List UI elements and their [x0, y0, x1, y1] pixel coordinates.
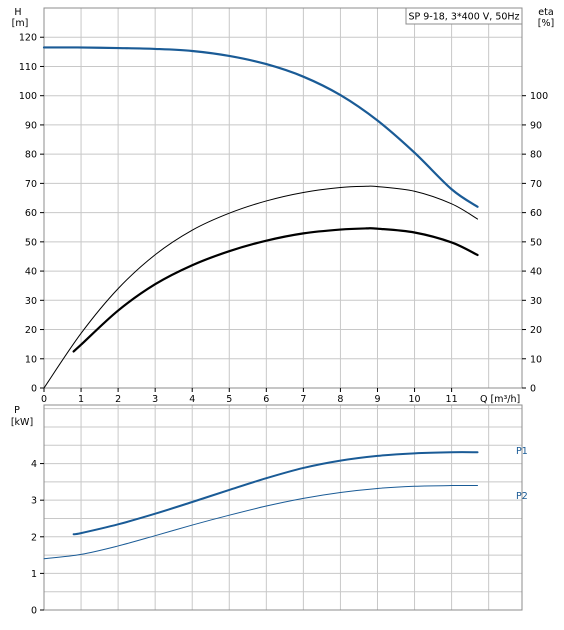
- head-chart-y-ticks-right: 0 10 20 30 40 50 60 70 80 90 100: [522, 91, 548, 395]
- x-tick-label: 9: [374, 394, 380, 405]
- power-axis-unit: [kW]: [11, 417, 33, 428]
- x-tick-label: 1: [78, 394, 84, 405]
- y-tick-label: 60: [25, 208, 37, 219]
- head-axis-unit: [m]: [12, 18, 29, 29]
- head-efficiency-chart: 0 1 2 3 4 5 6 7 8 9 10 11 0102030405060708090100110…: [12, 7, 555, 405]
- y-tick-label: 120: [19, 33, 37, 44]
- y-tick-label: 0: [31, 384, 37, 395]
- y-tick-label: 40: [25, 267, 37, 278]
- y-tick-label: 20: [25, 325, 37, 336]
- eta-tick-label: 90: [530, 120, 542, 131]
- eta-tick-label: 80: [530, 150, 542, 161]
- head-chart-frame: [43, 7, 523, 389]
- x-tick-label: 11: [446, 394, 458, 405]
- eta-tick-label: 50: [530, 237, 542, 248]
- eta-tick-label: 0: [530, 384, 536, 395]
- y-tick-label: 70: [25, 179, 37, 190]
- eta-axis-label: eta: [538, 7, 553, 18]
- eta-axis-unit: [%]: [538, 18, 554, 29]
- power-chart-grid: [44, 405, 522, 610]
- x-tick-label: 8: [337, 394, 343, 405]
- eta-tick-label: 70: [530, 179, 542, 190]
- x-tick-label: 4: [189, 394, 195, 405]
- power-chart-series: [43, 451, 479, 560]
- power-axis-label: P: [14, 405, 20, 416]
- y-tick-label: 80: [25, 150, 37, 161]
- curve-p2: [43, 484, 479, 560]
- x-tick-label: 6: [263, 394, 269, 405]
- eta-tick-label: 30: [530, 296, 542, 307]
- head-axis-label: H: [14, 7, 21, 18]
- y-tick-label: 90: [25, 120, 37, 131]
- eta-tick-label: 10: [530, 354, 542, 365]
- head-chart-x-ticks: 0 1 2 3 4 5 6 7 8 9 10 11: [41, 388, 458, 405]
- curve-2: [43, 185, 479, 389]
- legend-p2: P2: [516, 491, 528, 502]
- y-tick-label: 4: [31, 459, 37, 470]
- y-tick-label: 1: [31, 569, 37, 580]
- eta-tick-label: 20: [530, 325, 542, 336]
- title-box: [405, 7, 523, 25]
- y-tick-label: 110: [19, 62, 37, 73]
- eta-tick-label: 40: [530, 267, 542, 278]
- y-tick-label: 3: [31, 496, 37, 507]
- chart-title: SP 9-18, 3*400 V, 50Hz: [408, 12, 519, 23]
- y-tick-label: 2: [31, 532, 37, 543]
- x-tick-label: 2: [115, 394, 121, 405]
- curve-3: [72, 227, 479, 353]
- curve-p1: [72, 451, 479, 536]
- eta-tick-label: 60: [530, 208, 542, 219]
- power-chart: 0 1 2 3 4 P [kW] P1 P2: [11, 404, 528, 617]
- head-chart-y-ticks-left: 0 10 20 30 40 50 60 70 80 90 100 110 120: [19, 33, 44, 395]
- y-tick-label: 30: [25, 296, 37, 307]
- y-tick-label: 50: [25, 237, 37, 248]
- x-tick-label: 7: [300, 394, 306, 405]
- legend-p1: P1: [516, 446, 528, 457]
- flow-axis-label: Q [m³/h]: [480, 394, 520, 405]
- x-tick-label: 10: [408, 394, 420, 405]
- curve-1: [42, 46, 479, 208]
- y-tick-label: 0: [31, 606, 37, 617]
- x-tick-label: 5: [226, 394, 232, 405]
- x-tick-label: 3: [152, 394, 158, 405]
- eta-tick-label: 100: [530, 91, 548, 102]
- x-tick-label: 0: [41, 394, 47, 405]
- y-tick-label: 10: [25, 354, 37, 365]
- power-chart-frame: [43, 404, 523, 611]
- power-chart-y-ticks: 0 1 2 3 4: [31, 459, 44, 617]
- head-chart-grid: [44, 8, 522, 388]
- head-chart-series: [42, 46, 479, 389]
- y-tick-label: 100: [19, 91, 37, 102]
